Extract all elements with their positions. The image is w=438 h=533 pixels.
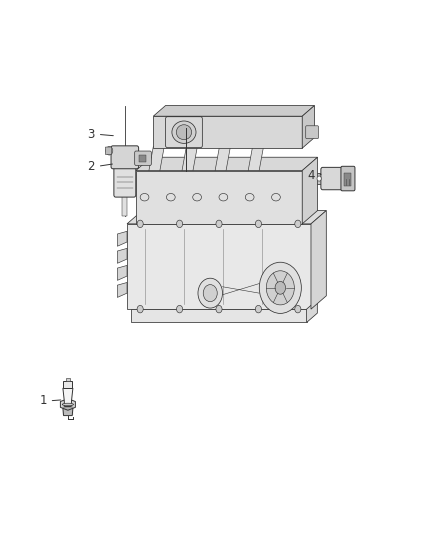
Polygon shape <box>127 224 311 309</box>
Polygon shape <box>302 157 318 224</box>
Polygon shape <box>182 147 198 171</box>
Polygon shape <box>302 106 314 148</box>
Circle shape <box>266 271 294 305</box>
Circle shape <box>295 305 301 313</box>
Polygon shape <box>127 211 326 224</box>
Polygon shape <box>136 171 302 224</box>
Polygon shape <box>117 231 127 246</box>
Circle shape <box>255 305 261 313</box>
Bar <box>64 381 72 388</box>
Circle shape <box>177 305 183 313</box>
Ellipse shape <box>176 125 192 140</box>
Polygon shape <box>149 147 164 171</box>
Text: 2: 2 <box>87 160 95 173</box>
FancyBboxPatch shape <box>135 151 151 165</box>
Circle shape <box>106 147 113 155</box>
Bar <box>344 173 351 186</box>
Circle shape <box>255 220 261 228</box>
Circle shape <box>295 220 301 228</box>
Circle shape <box>275 281 286 294</box>
Circle shape <box>137 220 143 228</box>
Circle shape <box>259 262 301 313</box>
Polygon shape <box>153 106 314 116</box>
Polygon shape <box>63 405 73 416</box>
Text: 1: 1 <box>39 394 47 407</box>
FancyBboxPatch shape <box>114 165 136 197</box>
Bar <box>138 155 145 161</box>
Ellipse shape <box>62 403 74 406</box>
FancyBboxPatch shape <box>321 167 344 190</box>
Polygon shape <box>136 157 318 171</box>
Polygon shape <box>316 173 323 184</box>
Polygon shape <box>307 300 317 322</box>
FancyBboxPatch shape <box>306 126 318 139</box>
Polygon shape <box>215 147 230 171</box>
Polygon shape <box>63 388 73 407</box>
Bar <box>66 377 70 381</box>
Circle shape <box>203 285 217 302</box>
Text: 3: 3 <box>88 128 95 141</box>
Circle shape <box>137 305 143 313</box>
Circle shape <box>177 220 183 228</box>
Circle shape <box>216 305 222 313</box>
Polygon shape <box>248 147 264 171</box>
Polygon shape <box>117 265 127 280</box>
Polygon shape <box>117 282 127 297</box>
Bar <box>122 193 127 216</box>
Polygon shape <box>131 309 307 322</box>
Polygon shape <box>117 248 127 263</box>
Circle shape <box>317 176 321 181</box>
FancyBboxPatch shape <box>341 166 355 191</box>
Polygon shape <box>153 116 302 148</box>
Circle shape <box>216 220 222 228</box>
FancyBboxPatch shape <box>105 147 111 155</box>
Text: 4: 4 <box>307 169 315 182</box>
Polygon shape <box>311 211 326 309</box>
Polygon shape <box>60 399 75 410</box>
FancyBboxPatch shape <box>111 146 138 169</box>
Circle shape <box>198 278 223 308</box>
Ellipse shape <box>172 121 196 143</box>
